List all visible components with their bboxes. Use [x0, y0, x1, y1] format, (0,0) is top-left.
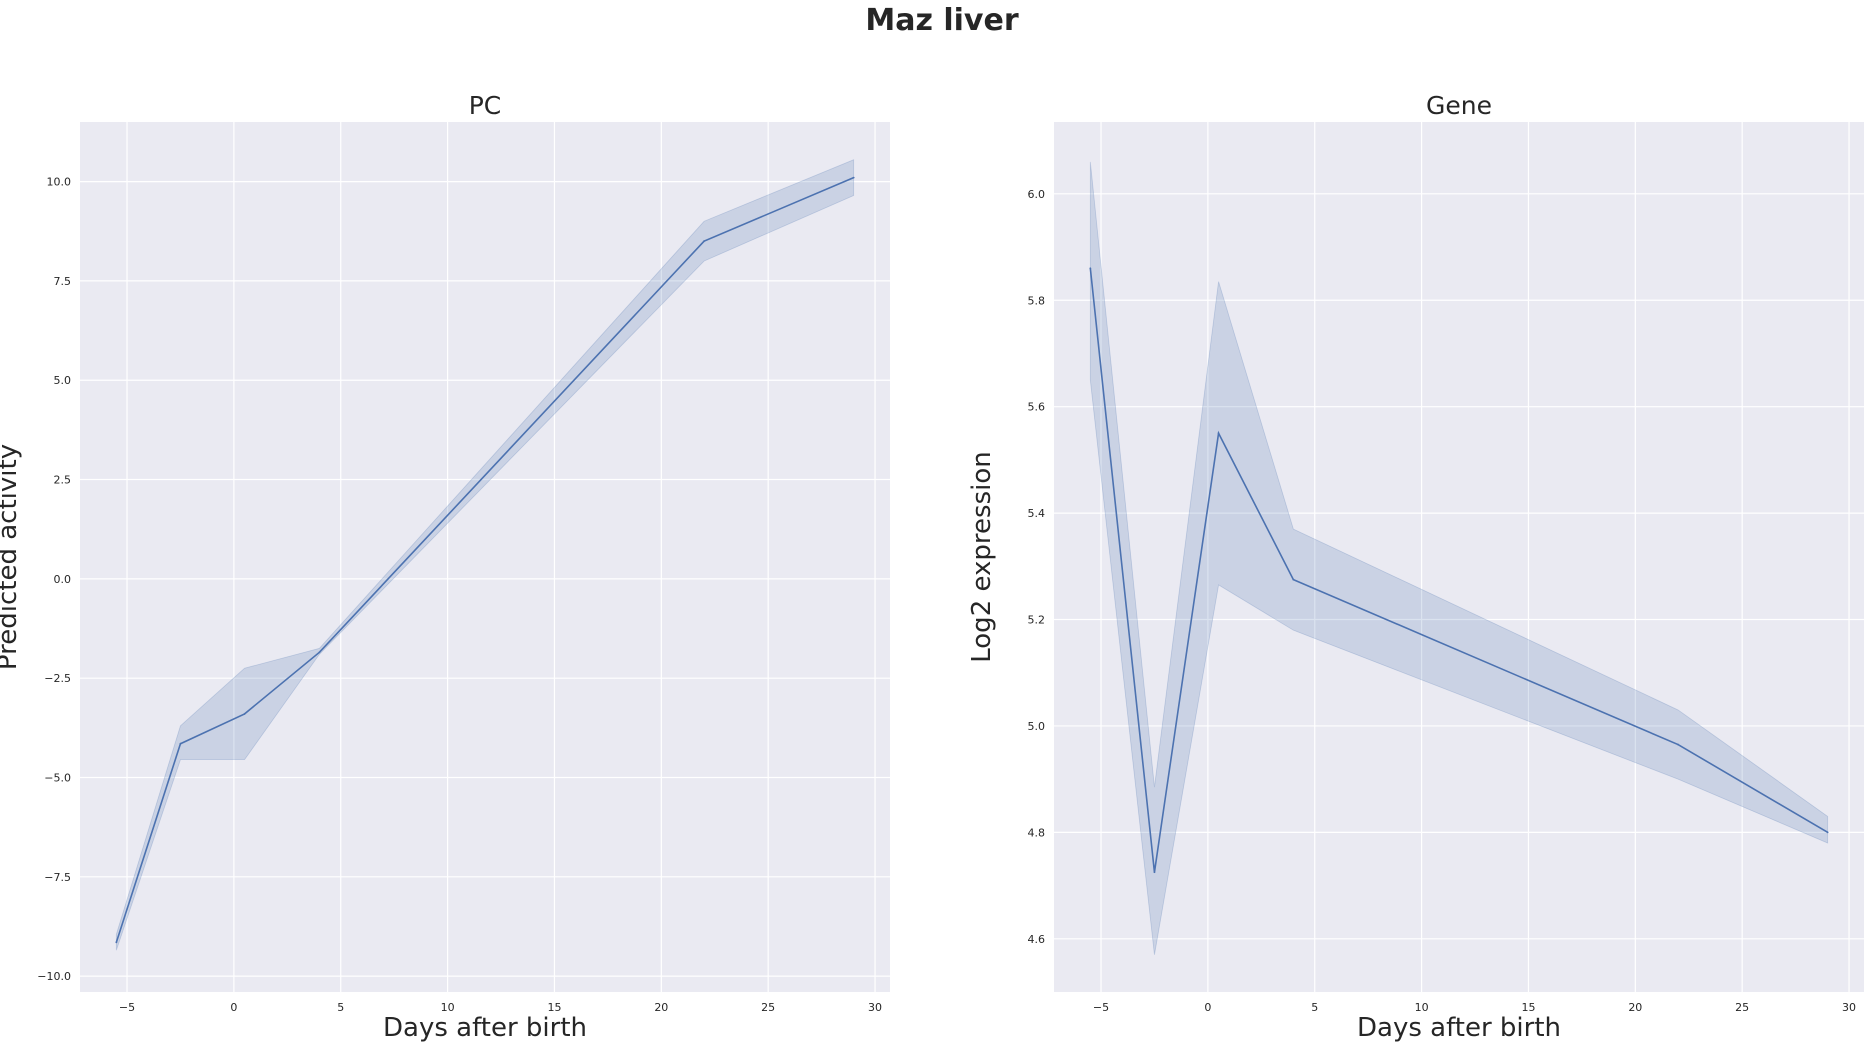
series-line: [115, 176, 854, 943]
data-point: [179, 742, 182, 745]
x-tick-label: −5: [1093, 1001, 1109, 1014]
y-tick-label: −5.0: [44, 771, 71, 784]
data-point: [1826, 831, 1829, 834]
y-tick-label: 0.0: [54, 573, 72, 586]
chart-title-gene: Gene: [1426, 91, 1492, 120]
y-tick-label: 5.0: [54, 374, 72, 387]
y-tick-label: 5.8: [1028, 294, 1046, 307]
y-tick-label: 5.0: [1028, 720, 1046, 733]
chart-title-pc: PC: [469, 91, 502, 120]
y-tick-label: 4.8: [1028, 826, 1046, 839]
y-tick-label: 4.6: [1028, 933, 1046, 946]
chart-panel-gene: −5 0 5 10 15 20 25 30 4.6 4.8 5.0 5.2 5.4 5.6 5.8 6.0 Ge…: [967, 91, 1864, 1043]
data-point: [115, 941, 118, 944]
x-tick-label: −5: [119, 1001, 135, 1014]
x-tick-label: 20: [654, 1001, 668, 1014]
x-tick-label: 10: [1415, 1001, 1429, 1014]
data-point: [243, 713, 246, 715]
y-tick-label: 2.5: [54, 474, 72, 487]
y-tick-label: −10.0: [37, 970, 71, 983]
plot-area: [1054, 122, 1864, 992]
x-tick-label: 30: [1842, 1001, 1856, 1014]
x-tick-label: 20: [1628, 1001, 1642, 1014]
x-tick-label: 0: [1204, 1001, 1211, 1014]
x-tick-label: 15: [1521, 1001, 1535, 1014]
figure-title: Maz liver: [865, 3, 1018, 38]
y-tick-label: 5.4: [1028, 507, 1046, 520]
data-point: [852, 176, 855, 179]
y-axis-label: Log2 expression: [967, 451, 997, 663]
confidence-band: [115, 159, 855, 951]
y-tick-label: 5.2: [1028, 614, 1046, 627]
x-tick-label: 30: [868, 1001, 882, 1014]
plot-area: [80, 122, 890, 992]
x-tick-label: 0: [230, 1001, 237, 1014]
confidence-band: [1089, 161, 1829, 955]
y-tick-label: −7.5: [44, 871, 71, 884]
x-tick-label: 25: [761, 1001, 775, 1014]
x-axis-label: Days after birth: [1357, 1013, 1561, 1043]
x-tick-label: 5: [1311, 1001, 1318, 1014]
y-tick-label: 5.6: [1028, 401, 1046, 414]
data-point: [1153, 871, 1156, 874]
x-tick-label: 10: [441, 1001, 455, 1014]
x-tick-label: 25: [1735, 1001, 1749, 1014]
data-point: [703, 240, 705, 243]
x-axis-label: Days after birth: [383, 1013, 587, 1043]
data-point: [1677, 743, 1679, 746]
series-line: [1089, 268, 1829, 873]
y-axis-label: Predicted activity: [0, 444, 23, 670]
data-point: [1089, 267, 1092, 270]
x-tick-label: 5: [337, 1001, 344, 1014]
x-tick-label: 15: [547, 1001, 561, 1014]
y-tick-label: 7.5: [54, 275, 72, 288]
data-point: [318, 651, 321, 654]
data-point: [1217, 432, 1220, 435]
chart-panel-pc: −5 0 5 10 15 20 25 30 −10.0 −7.5 −5.0 −2.5 0.0 2.5 5.0…: [0, 91, 890, 1043]
y-tick-label: 10.0: [47, 176, 72, 189]
y-tick-label: 6.0: [1028, 188, 1046, 201]
y-tick-label: −2.5: [44, 672, 71, 685]
data-point: [1292, 578, 1295, 581]
